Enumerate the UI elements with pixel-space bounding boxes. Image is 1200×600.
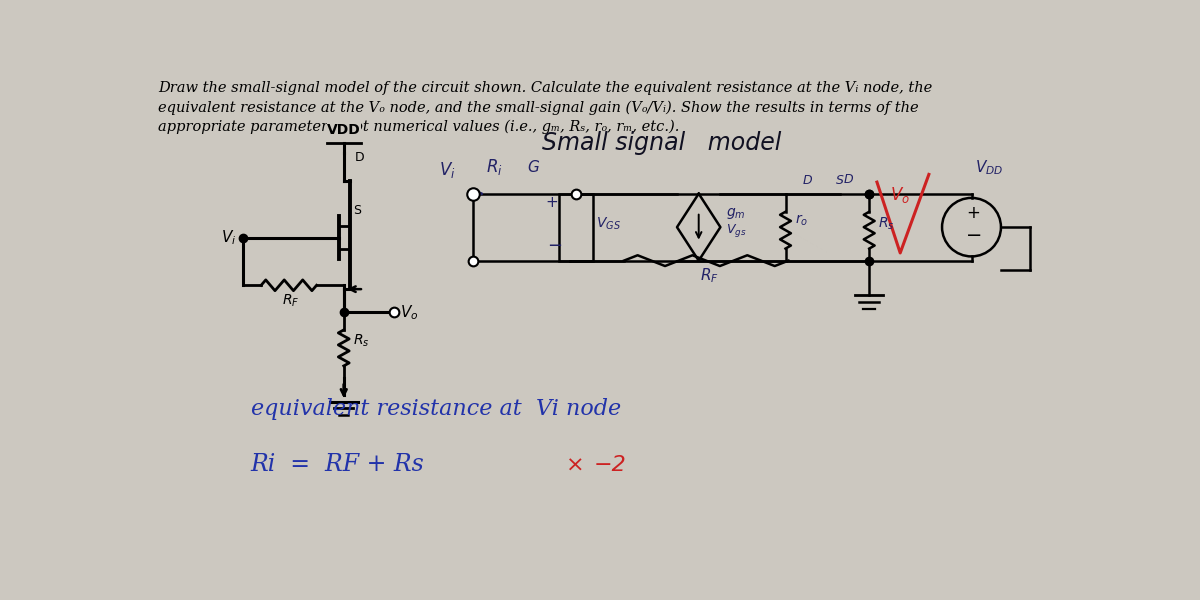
Text: $V_i$: $V_i$ [439,160,456,180]
Text: $V_o$: $V_o$ [400,303,418,322]
Text: D: D [355,151,365,164]
Text: VDD: VDD [326,122,361,137]
Text: −: − [966,226,983,245]
Text: $V_o$: $V_o$ [890,185,910,205]
Text: $R_s$: $R_s$ [878,215,895,232]
Text: +: + [545,195,558,210]
Text: Draw the small-signal model of the circuit shown. Calculate the equivalent resis: Draw the small-signal model of the circu… [157,81,932,95]
Text: G: G [528,160,539,175]
Text: −: − [547,236,563,254]
Text: Ri  =  RF + Rs: Ri = RF + Rs [251,453,425,476]
Text: equivalent resistance at the Vₒ node, and the small-signal gain (Vₒ/Vᵢ). Show th: equivalent resistance at the Vₒ node, an… [157,100,918,115]
Text: equivalent resistance at  Vi node: equivalent resistance at Vi node [251,398,620,419]
Text: $r_o$: $r_o$ [794,212,808,228]
Text: $R_s$: $R_s$ [353,332,370,349]
Text: $V_i$: $V_i$ [221,228,236,247]
Text: $\times$: $\times$ [565,455,582,475]
Text: D: D [803,175,812,187]
Text: appropriate parameters, not numerical values (i.e., gₘ, Rₛ, rₒ, rₘ, etc.).: appropriate parameters, not numerical va… [157,120,679,134]
Text: $V_{gs}$: $V_{gs}$ [726,223,746,239]
Text: $V_{GS}$: $V_{GS}$ [596,215,622,232]
Text: $g_m$: $g_m$ [726,206,745,221]
Text: −2: −2 [593,455,626,475]
Text: S: S [836,175,844,187]
Text: S: S [353,205,361,217]
Text: $V_{DD}$: $V_{DD}$ [976,158,1003,177]
Text: D: D [844,173,853,186]
Text: $R_F$: $R_F$ [701,266,719,284]
Text: Small signal   model: Small signal model [542,131,781,155]
Text: $R_i$: $R_i$ [486,157,503,177]
Text: +: + [966,204,980,222]
Bar [559,194,593,260]
Text: $R_F$: $R_F$ [282,293,299,309]
